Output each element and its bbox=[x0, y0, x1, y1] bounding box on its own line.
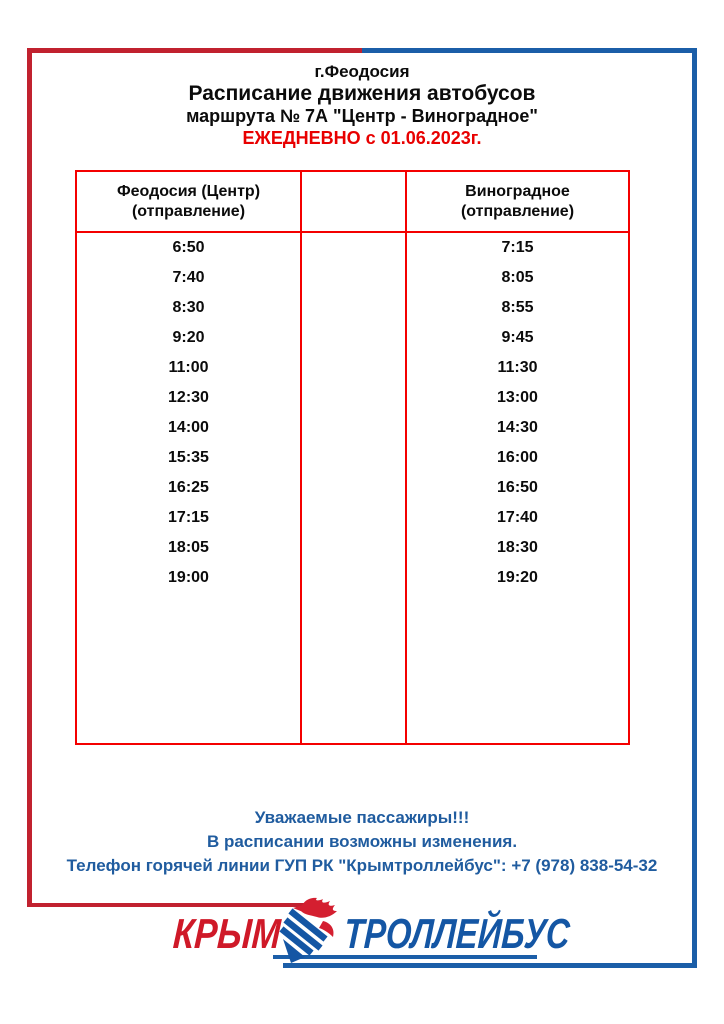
column-vinogradnoe-header-line1: Виноградное bbox=[465, 182, 570, 200]
time-cell: 9:20 bbox=[172, 329, 205, 346]
column-vinogradnoe-header: Виноградное (отправление) bbox=[407, 172, 628, 233]
time-cell: 13:00 bbox=[497, 389, 538, 406]
notice-line3: Телефон горячей линии ГУП РК "Крымтролле… bbox=[66, 856, 658, 875]
column-feodosia-header: Феодосия (Центр) (отправление) bbox=[77, 172, 300, 233]
firebird-icon bbox=[279, 897, 337, 963]
column-feodosia: Феодосия (Центр) (отправление) 6:50 7:40… bbox=[77, 172, 302, 743]
frame-right-blue-line bbox=[692, 48, 697, 968]
time-cell: 8:55 bbox=[501, 299, 534, 316]
time-cell: 11:30 bbox=[497, 359, 538, 376]
title-block: г.Феодосия Расписание движения автобусов… bbox=[32, 61, 692, 149]
column-vinogradnoe-times: 7:15 8:05 8:55 9:45 11:30 13:00 14:30 16… bbox=[407, 233, 628, 593]
time-cell: 9:45 bbox=[501, 329, 534, 346]
time-cell: 15:35 bbox=[168, 449, 209, 466]
time-cell: 7:15 bbox=[501, 239, 534, 256]
column-middle-empty bbox=[302, 172, 407, 743]
column-feodosia-header-line2: (отправление) bbox=[131, 202, 246, 220]
time-cell: 6:50 bbox=[172, 239, 205, 256]
time-cell: 8:30 bbox=[172, 299, 205, 316]
frame-top-red-line bbox=[27, 48, 363, 53]
time-cell: 16:25 bbox=[168, 479, 209, 496]
frame-bottom-red-line bbox=[27, 903, 311, 907]
time-cell: 19:00 bbox=[168, 569, 209, 586]
logo-text-trolleybus: ТРОЛЛЕЙБУС bbox=[342, 910, 572, 957]
frame-bottom-blue-line bbox=[283, 963, 697, 968]
validity-label: ЕЖЕДНЕВНО с 01.06.2023г. bbox=[242, 128, 482, 148]
frame-top-blue-line bbox=[362, 48, 697, 53]
column-vinogradnoe-header-line2: (отправление) bbox=[460, 202, 575, 220]
logo-text-krym: КРЫМ bbox=[171, 910, 282, 957]
column-feodosia-header-line1: Феодосия (Центр) bbox=[116, 182, 261, 200]
notice-line2: В расписании возможны изменения. bbox=[206, 832, 518, 851]
time-cell: 17:40 bbox=[497, 509, 538, 526]
time-cell: 18:30 bbox=[497, 539, 538, 556]
time-cell: 7:40 bbox=[172, 269, 205, 286]
time-cell: 12:30 bbox=[168, 389, 209, 406]
time-cell: 16:00 bbox=[497, 449, 538, 466]
notice-line1: Уважаемые пассажиры!!! bbox=[254, 808, 470, 827]
time-cell: 17:15 bbox=[168, 509, 209, 526]
column-middle-header bbox=[302, 172, 405, 233]
page-title: Расписание движения автобусов bbox=[188, 82, 536, 105]
column-vinogradnoe: Виноградное (отправление) 7:15 8:05 8:55… bbox=[407, 172, 628, 743]
schedule-table: Феодосия (Центр) (отправление) 6:50 7:40… bbox=[75, 170, 630, 745]
frame-left-red-line bbox=[27, 48, 32, 907]
column-feodosia-times: 6:50 7:40 8:30 9:20 11:00 12:30 14:00 15… bbox=[77, 233, 300, 593]
passenger-notice: Уважаемые пассажиры!!! В расписании возм… bbox=[0, 806, 724, 878]
time-cell: 14:30 bbox=[497, 419, 538, 436]
logo-blue-underline bbox=[273, 955, 537, 959]
time-cell: 16:50 bbox=[497, 479, 538, 496]
time-cell: 14:00 bbox=[168, 419, 209, 436]
time-cell: 8:05 bbox=[501, 269, 534, 286]
time-cell: 11:00 bbox=[168, 359, 209, 376]
route-subtitle: маршрута № 7А "Центр - Виноградное" bbox=[186, 106, 538, 126]
time-cell: 18:05 bbox=[168, 539, 209, 556]
city-title: г.Феодосия bbox=[314, 62, 410, 81]
time-cell: 19:20 bbox=[497, 569, 538, 586]
